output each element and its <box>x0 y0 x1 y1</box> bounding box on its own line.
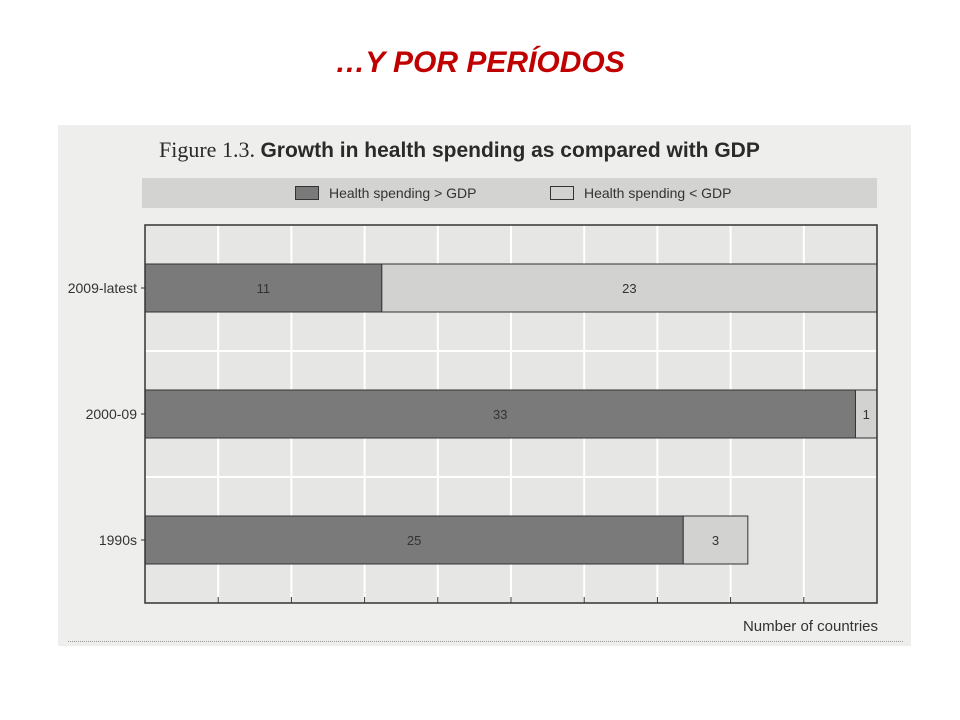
figure-title: Figure 1.3. Growth in health spending as… <box>159 137 760 163</box>
figure-scan: Figure 1.3. Growth in health spending as… <box>58 125 911 646</box>
y-tick-label: 1990s <box>99 532 137 548</box>
legend-item-above: Health spending > GDP <box>295 184 476 202</box>
bar-segment <box>682 515 749 565</box>
bar-value-label: 1 <box>863 407 870 422</box>
bar-segment <box>144 263 383 313</box>
plot-frame <box>144 224 878 604</box>
bar-segment <box>144 515 684 565</box>
bar-segment <box>144 389 856 439</box>
figure-label: Figure 1.3. <box>159 137 255 162</box>
slide-title: …Y POR PERÍODOS <box>335 46 625 79</box>
y-tick-label: 2000-09 <box>86 406 138 422</box>
chart-legend: Health spending > GDP Health spending < … <box>142 178 877 208</box>
bar-chart: 11 23 2009-latest 33 1 2000-09 25 3 1990s <box>68 224 878 604</box>
bar-value-label: 3 <box>712 533 719 548</box>
legend-label-above: Health spending > GDP <box>329 185 477 201</box>
bar-value-label: 25 <box>407 533 421 548</box>
footnote-line <box>68 641 903 646</box>
x-axis-label: Number of countries <box>742 618 878 635</box>
figure-heading: Growth in health spending as compared wi… <box>260 139 760 162</box>
bar-value-label: 33 <box>493 407 507 422</box>
legend-label-below: Health spending < GDP <box>584 185 732 201</box>
legend-swatch-below <box>550 186 574 200</box>
legend-swatch-above <box>295 186 319 200</box>
bar-value-label: 23 <box>622 281 636 296</box>
y-tick-label: 2009-latest <box>68 280 137 296</box>
legend-item-below: Health spending < GDP <box>550 184 731 202</box>
bar-value-label: 11 <box>257 281 271 296</box>
